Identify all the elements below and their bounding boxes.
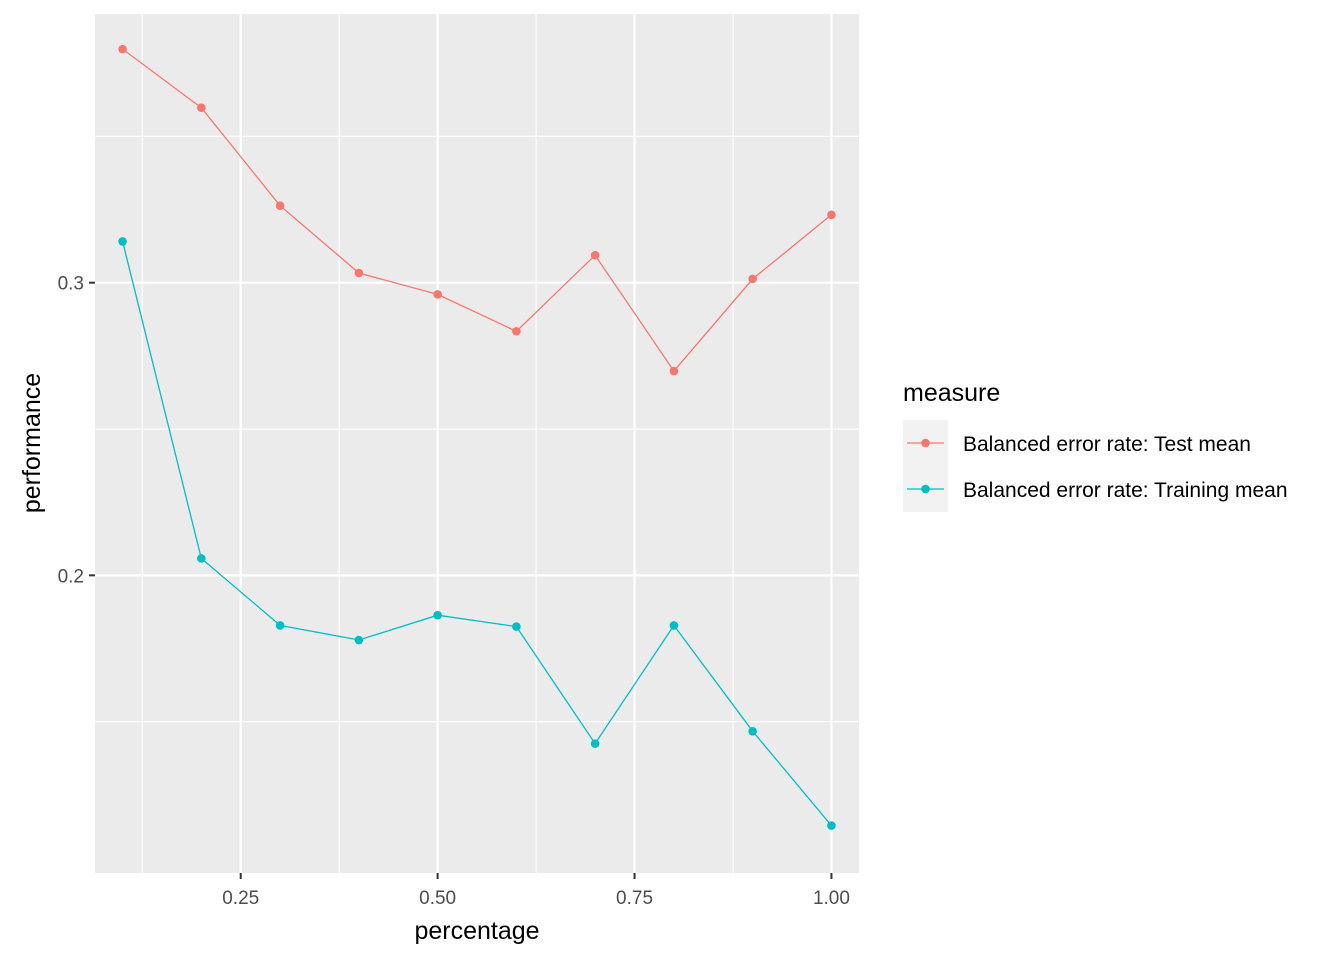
data-point bbox=[118, 44, 127, 54]
data-point bbox=[354, 635, 364, 645]
data-point bbox=[512, 326, 521, 336]
x-tick-label: 0.75 bbox=[616, 888, 653, 909]
data-point bbox=[748, 274, 757, 284]
data-point bbox=[118, 237, 127, 246]
data-point bbox=[354, 268, 364, 278]
minor-gridlines bbox=[95, 14, 859, 873]
legend-label: Balanced error rate: Training mean bbox=[963, 479, 1288, 502]
data-point bbox=[433, 290, 442, 299]
data-point bbox=[590, 250, 600, 260]
data-point bbox=[748, 727, 757, 736]
data-point bbox=[590, 739, 600, 748]
data-point bbox=[433, 610, 442, 620]
y-axis: 0.2 0.3 bbox=[58, 274, 95, 587]
legend-key-point bbox=[921, 438, 930, 448]
series-layer bbox=[118, 44, 836, 830]
x-axis: 0.25 0.50 0.75 1.00 bbox=[222, 873, 850, 909]
series-line-1 bbox=[122, 48, 832, 373]
x-tick-label: 0.50 bbox=[419, 888, 456, 909]
y-tick-label: 0.2 bbox=[58, 566, 84, 587]
x-tick-label: 1.00 bbox=[813, 888, 850, 909]
data-point bbox=[669, 621, 679, 630]
legend-key-point bbox=[921, 484, 930, 494]
data-point bbox=[669, 366, 679, 376]
x-tick-label: 0.25 bbox=[222, 888, 259, 909]
legend: measure Balanced error rate: Test mean Ba… bbox=[903, 379, 1288, 512]
data-point bbox=[275, 621, 285, 630]
series-line-2 bbox=[121, 241, 832, 827]
data-point bbox=[197, 103, 206, 112]
y-axis-title: performance bbox=[18, 373, 46, 513]
data-point bbox=[197, 554, 206, 563]
y-tick-label: 0.3 bbox=[58, 274, 84, 295]
data-point bbox=[275, 201, 285, 211]
major-gridlines bbox=[95, 14, 859, 873]
x-axis-title: percentage bbox=[414, 917, 539, 945]
legend-title: measure bbox=[903, 379, 1000, 407]
plot-panel bbox=[95, 14, 859, 873]
legend-label: Balanced error rate: Test mean bbox=[963, 433, 1251, 456]
data-point bbox=[827, 821, 836, 830]
legend-key-background bbox=[903, 420, 948, 512]
data-point bbox=[512, 622, 521, 631]
data-point bbox=[827, 210, 836, 220]
